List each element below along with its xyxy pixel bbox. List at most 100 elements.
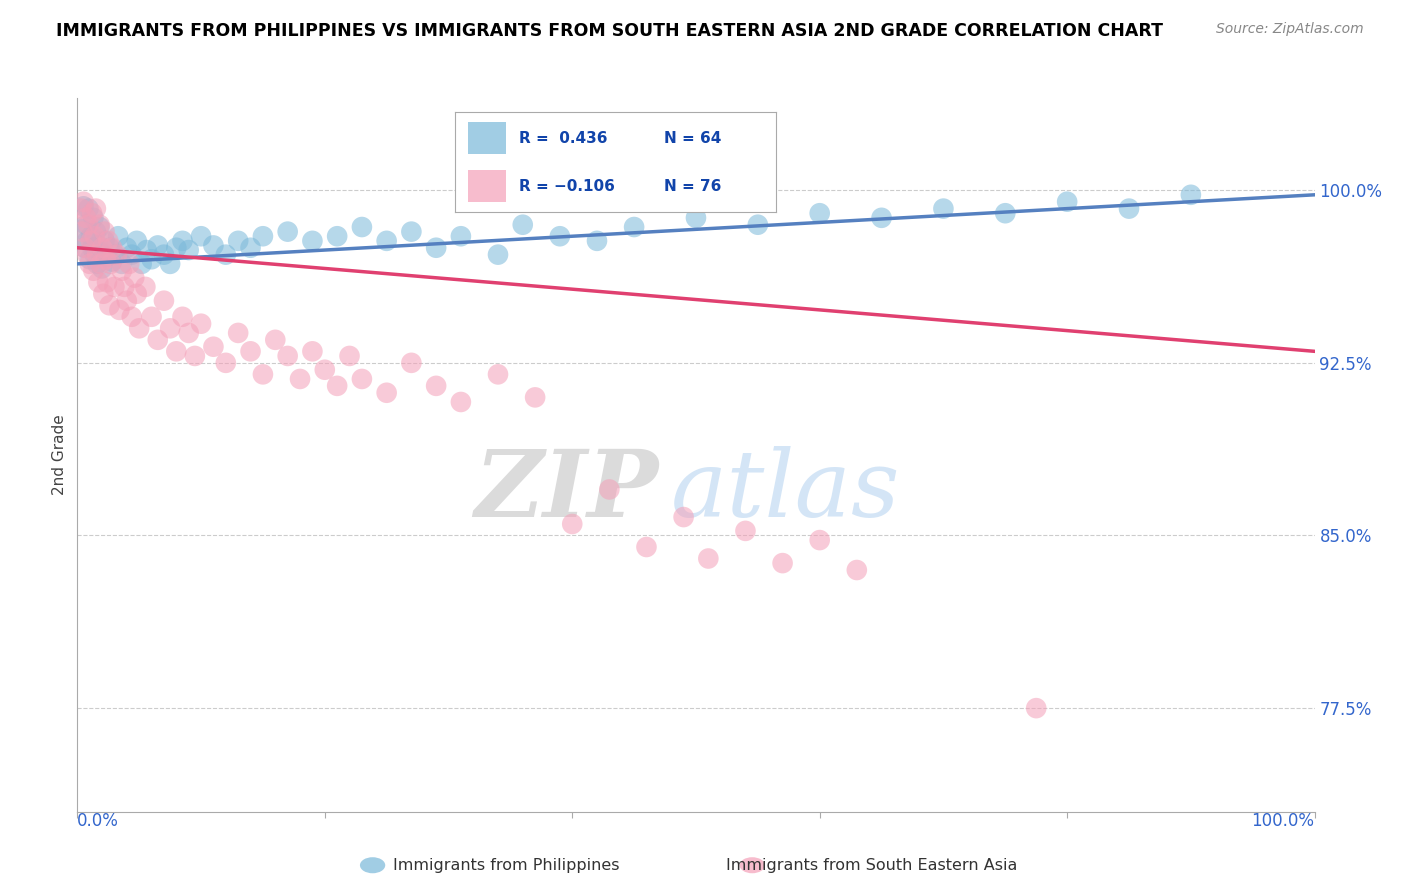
Point <box>1118 202 1140 216</box>
Point <box>153 247 176 261</box>
Text: Immigrants from Philippines: Immigrants from Philippines <box>392 858 620 872</box>
Point <box>84 202 107 216</box>
Point <box>808 533 831 547</box>
Point <box>375 234 398 248</box>
Point <box>326 379 349 393</box>
Point <box>84 225 107 239</box>
Point <box>932 202 955 216</box>
Point <box>72 194 94 209</box>
Point <box>118 257 141 271</box>
Point <box>83 247 105 261</box>
Point <box>350 372 373 386</box>
Point <box>76 234 98 248</box>
Point <box>76 247 98 261</box>
Point <box>146 238 169 252</box>
Point <box>177 326 200 340</box>
Point <box>108 302 131 317</box>
Point <box>90 245 112 260</box>
Point <box>172 310 194 324</box>
Point <box>87 275 110 289</box>
Point <box>401 356 423 370</box>
Point <box>131 257 153 271</box>
Point <box>121 310 143 324</box>
Point <box>870 211 893 225</box>
Point <box>100 257 122 271</box>
Point <box>73 241 96 255</box>
Point <box>96 275 118 289</box>
Point <box>524 390 547 404</box>
Point <box>93 234 115 248</box>
Point <box>98 241 121 255</box>
Point <box>226 234 249 248</box>
Point <box>125 286 148 301</box>
Point <box>425 241 447 255</box>
Point <box>111 257 134 271</box>
Point <box>277 225 299 239</box>
Point <box>153 293 176 308</box>
Point <box>98 298 121 312</box>
Point <box>82 211 104 225</box>
Point <box>82 206 104 220</box>
Point <box>252 229 274 244</box>
Point <box>93 225 115 239</box>
Point <box>165 241 187 255</box>
Point <box>90 257 112 271</box>
Point <box>314 363 336 377</box>
Point <box>91 286 114 301</box>
Point <box>87 238 110 252</box>
Point <box>636 540 658 554</box>
Point <box>450 229 472 244</box>
Point <box>375 385 398 400</box>
Point <box>226 326 249 340</box>
Point <box>288 372 311 386</box>
Bar <box>468 122 506 154</box>
Text: Source: ZipAtlas.com: Source: ZipAtlas.com <box>1216 22 1364 37</box>
Point <box>82 264 104 278</box>
Point <box>512 218 534 232</box>
Text: ZIP: ZIP <box>475 446 659 535</box>
Point <box>101 241 124 255</box>
Point <box>122 270 145 285</box>
Point <box>146 333 169 347</box>
Point <box>845 563 868 577</box>
Point <box>401 225 423 239</box>
Point <box>177 243 200 257</box>
Point <box>586 234 609 248</box>
Point <box>121 247 143 261</box>
Point <box>83 229 105 244</box>
Point <box>277 349 299 363</box>
Point <box>115 241 138 255</box>
Point <box>252 368 274 382</box>
Point <box>94 252 117 267</box>
Point <box>326 229 349 244</box>
Point <box>77 202 100 216</box>
Point <box>172 234 194 248</box>
Point <box>111 264 134 278</box>
Point <box>165 344 187 359</box>
Point <box>548 229 571 244</box>
Point <box>486 247 509 261</box>
Point <box>486 368 509 382</box>
Text: 0.0%: 0.0% <box>77 812 120 830</box>
Point <box>89 220 111 235</box>
Point <box>112 280 135 294</box>
Point <box>747 218 769 232</box>
Point <box>72 199 94 213</box>
Point <box>215 247 238 261</box>
Point <box>86 247 108 261</box>
Point <box>301 344 323 359</box>
Point <box>75 218 97 232</box>
Point <box>101 254 124 268</box>
Text: atlas: atlas <box>671 446 901 535</box>
Point <box>215 356 238 370</box>
Text: 100.0%: 100.0% <box>1251 812 1315 830</box>
Point <box>75 211 97 225</box>
Point <box>107 229 129 244</box>
Point <box>80 229 103 244</box>
Point <box>72 225 94 239</box>
Point <box>141 310 163 324</box>
Point <box>86 257 108 271</box>
Point <box>339 349 361 363</box>
Point <box>994 206 1017 220</box>
Point <box>239 241 262 255</box>
